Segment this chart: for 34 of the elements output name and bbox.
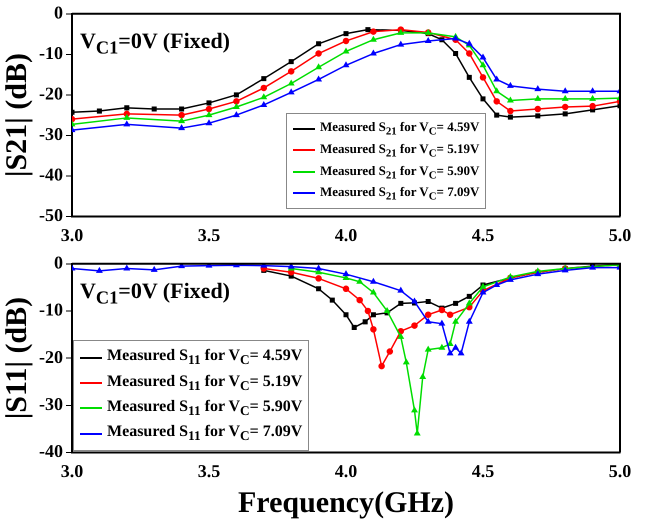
- legend-label: Measured S$_{21}$ for V$_{C}$= 4.59V: [320, 119, 480, 138]
- legend-label: Measured S$_{21}$ for V$_{C}$= 5.90V: [320, 162, 480, 182]
- y-axis-title: |S21| (dB): [0, 53, 33, 178]
- y-tick-label: -20: [38, 83, 63, 104]
- y-tick-label: 0: [54, 252, 63, 272]
- annotation: V$_{C1}$=0V (Fixed): [80, 28, 230, 58]
- y-tick-label: -10: [38, 300, 63, 320]
- y-tick-label: -30: [38, 394, 63, 414]
- legend-label: Measured S$_{11}$ for V$_{C}$= 4.59V: [106, 347, 302, 369]
- legend-label: Measured S$_{21}$ for V$_{C}$= 7.09V: [320, 184, 480, 203]
- x-axis-title: Frequency(GHz): [238, 486, 454, 519]
- x-tick-label: 4.5: [472, 460, 494, 481]
- y-axis-title: |S11| (dB): [0, 296, 33, 420]
- y-tick-label: -10: [38, 42, 63, 63]
- x-tick-label: 3.5: [198, 224, 220, 245]
- x-tick-label: 3.5: [198, 460, 220, 481]
- x-tick-label: 3.0: [60, 224, 84, 245]
- y-tick-label: -20: [38, 346, 63, 367]
- y-tick-label: -50: [38, 205, 63, 226]
- y-tick-label: -40: [38, 164, 63, 185]
- y-tick-label: 0: [54, 2, 63, 22]
- legend-label: Measured S$_{11}$ for V$_{C}$= 7.09V: [106, 422, 302, 444]
- legend-label: Measured S$_{11}$ for V$_{C}$= 5.19V: [106, 372, 302, 394]
- x-tick-label: 4.0: [334, 224, 358, 245]
- x-tick-label: 5.0: [608, 460, 632, 481]
- x-tick-label: 4.0: [334, 460, 358, 481]
- y-tick-label: -40: [38, 441, 63, 462]
- x-tick-label: 5.0: [608, 224, 632, 245]
- x-tick-label: 3.0: [60, 460, 84, 481]
- y-tick-label: -30: [38, 124, 63, 144]
- annotation: V$_{C1}$=0V (Fixed): [80, 278, 230, 308]
- legend-label: Measured S$_{21}$ for V$_{C}$= 5.19V: [320, 140, 480, 160]
- x-tick-label: 4.5: [472, 224, 494, 245]
- legend-label: Measured S$_{11}$ for V$_{C}$= 5.90V: [106, 398, 302, 419]
